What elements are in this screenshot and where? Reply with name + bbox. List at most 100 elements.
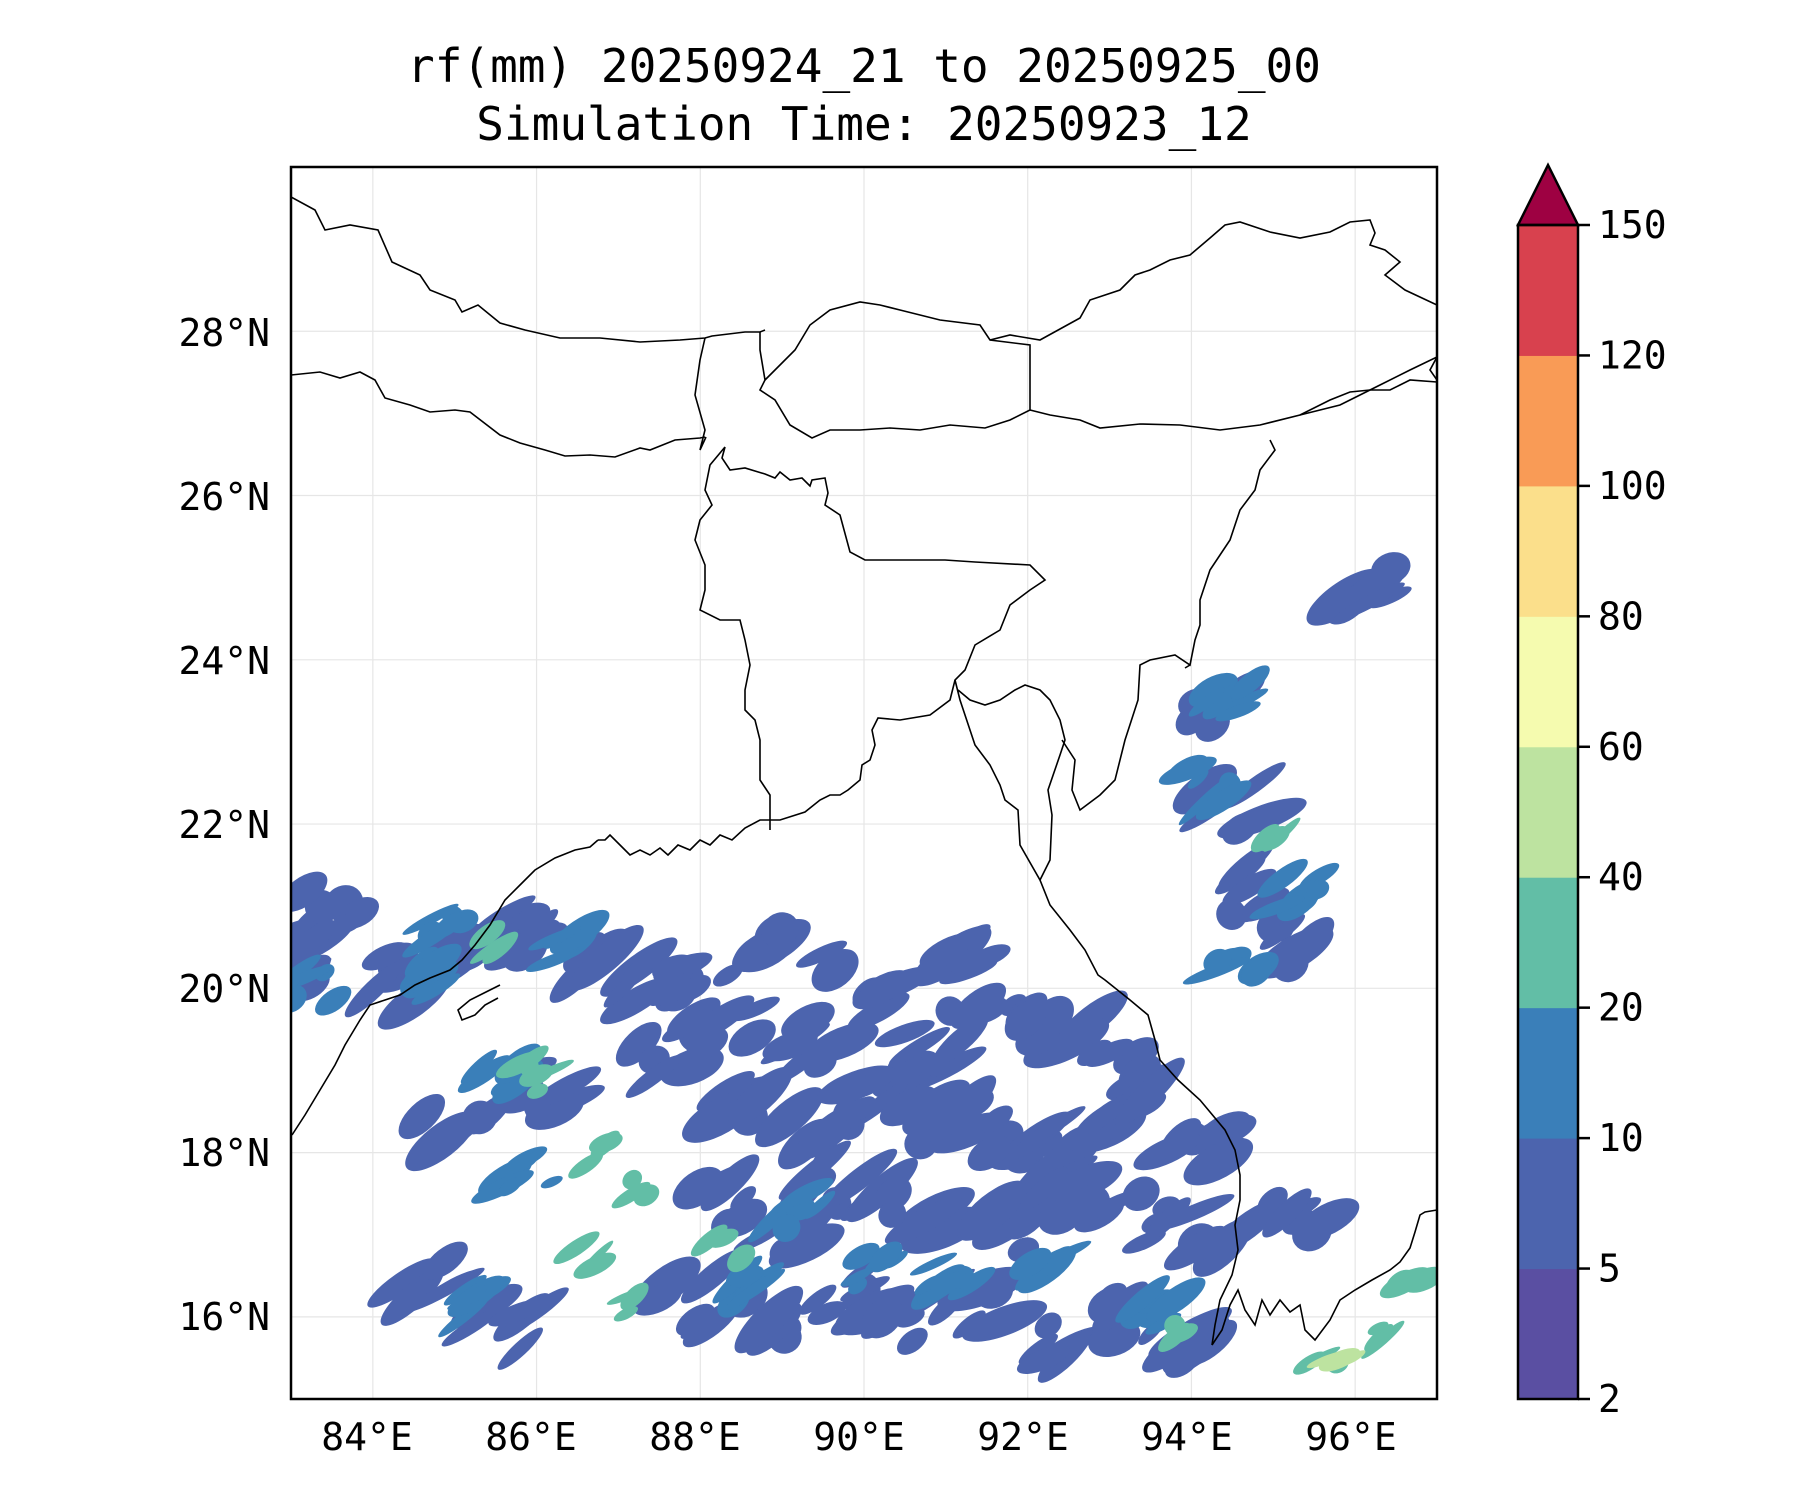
rainfall-cell bbox=[947, 1266, 996, 1301]
rainfall-cell bbox=[1158, 1322, 1191, 1352]
rainfall-cell bbox=[1077, 1039, 1112, 1067]
rainfall-cell bbox=[1250, 824, 1281, 853]
y-tick-label: 26°N bbox=[178, 475, 270, 519]
rainfall-cell bbox=[840, 1268, 873, 1287]
rainfall-cell bbox=[530, 1066, 602, 1108]
rainfall-cell bbox=[672, 1166, 723, 1210]
arunachal-border bbox=[989, 219, 1437, 341]
x-tick-label: 88°E bbox=[649, 1415, 741, 1459]
colorbar-extend-arrow bbox=[1515, 162, 1581, 227]
rainfall-cell bbox=[443, 1274, 487, 1306]
colorbar-segment bbox=[1518, 746, 1578, 878]
rainfall-cell bbox=[621, 947, 667, 983]
rainfall-cell bbox=[1195, 780, 1252, 821]
rainfall-cell bbox=[1047, 1161, 1123, 1204]
rainfall-cell bbox=[1262, 1188, 1312, 1238]
rainfall-cell bbox=[1263, 817, 1301, 852]
rainfall-cell bbox=[1114, 1057, 1185, 1127]
rainfall-cell bbox=[896, 1327, 928, 1355]
rainfall-cell bbox=[1203, 948, 1232, 975]
rainfall-cell bbox=[1023, 1017, 1110, 1069]
rainfall-cell bbox=[914, 1275, 941, 1296]
colorbar-level-label: 60 bbox=[1598, 725, 1644, 769]
rainfall-cell bbox=[526, 949, 580, 972]
rainfall-cell bbox=[917, 1271, 966, 1306]
colorbar-segment bbox=[1518, 355, 1578, 487]
rainfall-cell bbox=[625, 1054, 682, 1099]
rainfall-cell bbox=[1187, 769, 1209, 789]
bangladesh-outline bbox=[598, 446, 1047, 857]
rainfall-cell bbox=[962, 1300, 1048, 1342]
rainfall-cell bbox=[950, 982, 1007, 1030]
rainfall-cell bbox=[928, 1291, 964, 1326]
rainfall-cell bbox=[1293, 1351, 1326, 1375]
colorbar-frame bbox=[1516, 223, 1580, 1401]
rainfall-cell bbox=[919, 932, 979, 969]
rainfall-cell bbox=[974, 1276, 1014, 1309]
rainfall-cell bbox=[1153, 1193, 1235, 1231]
rainfall-cell bbox=[423, 1241, 468, 1280]
rainfall-cell bbox=[868, 1241, 903, 1273]
colorbar-segment bbox=[1518, 1138, 1578, 1270]
rainfall-cell bbox=[1178, 776, 1231, 826]
rainfall-cell bbox=[1015, 1106, 1086, 1151]
rainfall-cell bbox=[467, 1285, 487, 1304]
y-tick-label: 22°N bbox=[178, 803, 270, 847]
rainfall-cell bbox=[333, 909, 367, 935]
rainfall-cell bbox=[842, 1242, 880, 1270]
rainfall-cell bbox=[1004, 999, 1047, 1041]
rainfall-cell bbox=[1371, 552, 1411, 585]
rainfall-cell bbox=[497, 1327, 543, 1370]
rainfall-cell bbox=[967, 1135, 1011, 1172]
rainfall-cell bbox=[488, 1299, 544, 1327]
rainfall-cell bbox=[852, 1096, 877, 1120]
rainfall-cell bbox=[498, 1177, 523, 1197]
rainfall-cell bbox=[696, 1071, 755, 1112]
chilika-outline bbox=[457, 984, 501, 1022]
rainfall-cell bbox=[1215, 701, 1261, 722]
rainfall-cell bbox=[1133, 1132, 1201, 1171]
colorbar-level-label: 5 bbox=[1598, 1247, 1621, 1291]
rainfall-cell bbox=[402, 916, 463, 958]
rainfall-cell bbox=[398, 1093, 446, 1140]
rainfall-cell bbox=[291, 954, 321, 989]
rainfall-cell bbox=[1034, 1312, 1062, 1339]
title-line-2: Simulation Time: 20250923_12 bbox=[476, 97, 1251, 151]
myanmar-india-border bbox=[1061, 356, 1437, 812]
rainfall-cell bbox=[291, 916, 336, 966]
rainfall-cell bbox=[441, 1307, 501, 1347]
coastlines-and-borders bbox=[291, 196, 1437, 1346]
rainfall-cell bbox=[796, 940, 848, 968]
rainfall-cell bbox=[781, 1001, 835, 1040]
rainfall-cell bbox=[1241, 899, 1268, 923]
rainfall-cell bbox=[1403, 1266, 1437, 1293]
colorbar: 2 5 10 20 40 60 80 100 120 150 bbox=[1515, 162, 1667, 1421]
colorbar-segment bbox=[1518, 1268, 1578, 1400]
rainfall-cell bbox=[884, 1196, 963, 1245]
x-tick-label: 96°E bbox=[1305, 1415, 1397, 1459]
rainfall-cell bbox=[1332, 582, 1405, 622]
rainfall-cell bbox=[686, 1027, 729, 1060]
rainfall-cell bbox=[811, 948, 859, 992]
map-frame bbox=[289, 165, 1439, 1401]
rainfall-cell bbox=[482, 931, 519, 965]
rainfall-cell bbox=[344, 961, 403, 1018]
rainfall-cell bbox=[590, 1130, 620, 1159]
rainfall-cell bbox=[403, 943, 462, 989]
arakan-coast bbox=[1039, 879, 1241, 1346]
rainfall-cell bbox=[778, 1140, 851, 1200]
colorbar-segments bbox=[1518, 225, 1578, 1400]
rainfall-cell bbox=[1188, 672, 1238, 708]
rainfall-cell bbox=[772, 1214, 801, 1242]
colorbar-level-label: 80 bbox=[1598, 594, 1644, 638]
rainfall-cell bbox=[1172, 763, 1237, 815]
rainfall-cell bbox=[734, 1285, 804, 1354]
rainfall-cell bbox=[947, 948, 976, 976]
irrawaddy-coast bbox=[1211, 1209, 1437, 1346]
rainfall-cell bbox=[1146, 1277, 1206, 1322]
rainfall-cell bbox=[367, 1258, 435, 1308]
colorbar-level-label: 40 bbox=[1598, 855, 1644, 899]
rainfall-cell bbox=[849, 1073, 882, 1096]
rainfall-cell bbox=[1163, 1225, 1227, 1271]
